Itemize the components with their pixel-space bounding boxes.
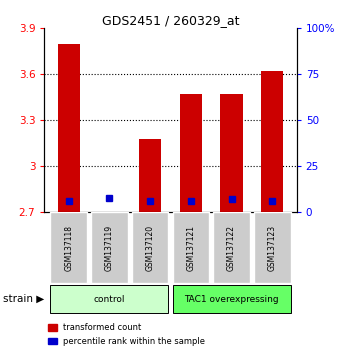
- Text: GSM137118: GSM137118: [64, 225, 73, 271]
- Bar: [173, 285, 291, 314]
- Text: control: control: [94, 295, 125, 304]
- Bar: [254, 212, 291, 283]
- Text: GSM137121: GSM137121: [186, 225, 195, 271]
- Bar: [58, 44, 80, 212]
- Title: GDS2451 / 260329_at: GDS2451 / 260329_at: [102, 14, 239, 27]
- Bar: [50, 285, 168, 314]
- Text: GSM137120: GSM137120: [146, 225, 155, 271]
- Bar: [50, 212, 87, 283]
- Bar: [213, 212, 250, 283]
- Bar: [220, 94, 243, 212]
- Bar: [91, 212, 128, 283]
- Bar: [180, 94, 202, 212]
- Bar: [261, 71, 283, 212]
- Bar: [132, 212, 168, 283]
- Text: GSM137122: GSM137122: [227, 225, 236, 271]
- Text: GSM137119: GSM137119: [105, 225, 114, 271]
- Legend: transformed count, percentile rank within the sample: transformed count, percentile rank withi…: [48, 324, 206, 346]
- Text: strain ▶: strain ▶: [3, 294, 45, 304]
- Text: TAC1 overexpressing: TAC1 overexpressing: [184, 295, 279, 304]
- Bar: [173, 212, 209, 283]
- Bar: [139, 139, 161, 212]
- Text: GSM137123: GSM137123: [268, 225, 277, 271]
